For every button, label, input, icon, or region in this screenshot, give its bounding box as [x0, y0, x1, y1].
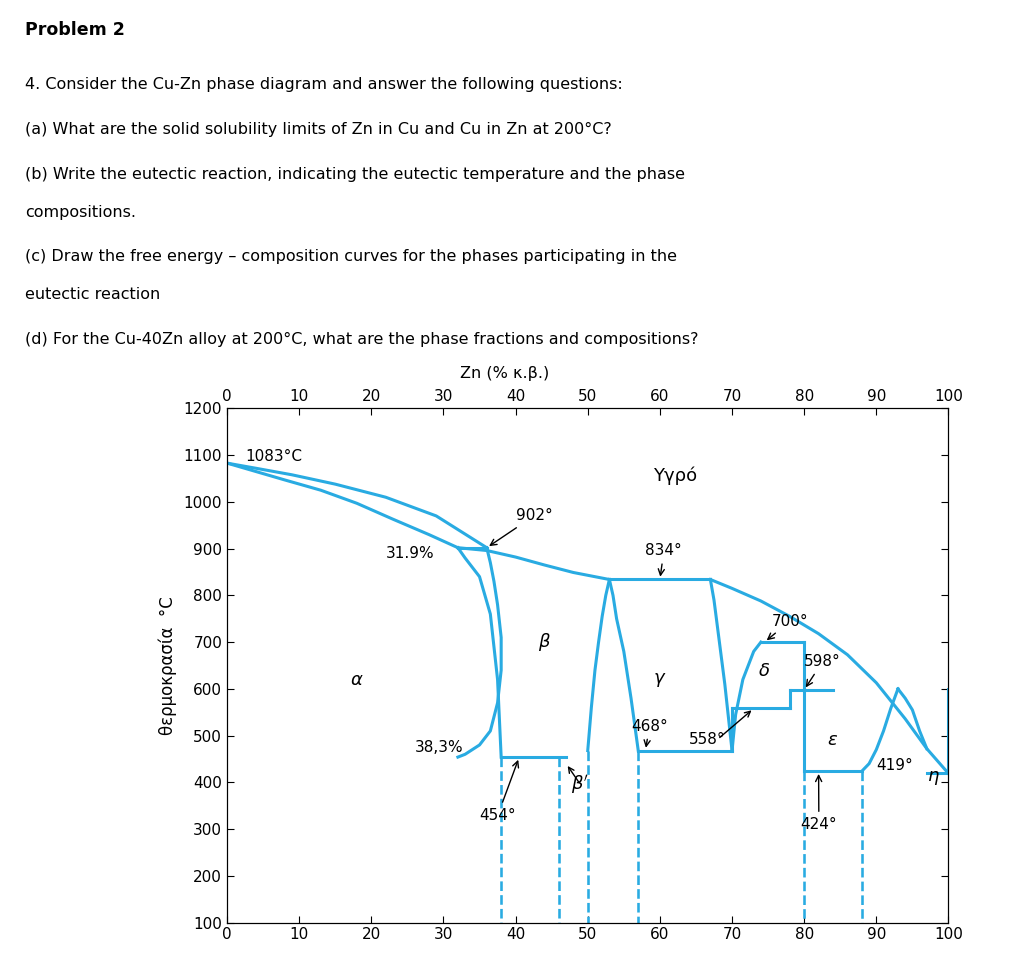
- Text: 454°: 454°: [479, 761, 519, 823]
- Text: $\beta$: $\beta$: [538, 631, 551, 653]
- Text: 419°: 419°: [876, 758, 913, 774]
- Text: (c) Draw the free energy – composition curves for the phases participating in th: (c) Draw the free energy – composition c…: [25, 250, 677, 264]
- Text: 558°: 558°: [689, 732, 725, 747]
- Text: 598°: 598°: [804, 654, 840, 686]
- Y-axis label: θερμοκρασία  °C: θερμοκρασία °C: [158, 596, 177, 735]
- Text: 468°: 468°: [631, 719, 668, 747]
- Text: 4. Consider the Cu-Zn phase diagram and answer the following questions:: 4. Consider the Cu-Zn phase diagram and …: [25, 77, 623, 92]
- Text: $\beta'$: $\beta'$: [571, 774, 589, 796]
- Text: $\varepsilon$: $\varepsilon$: [827, 731, 838, 750]
- Text: 834°: 834°: [646, 544, 682, 576]
- Text: 700°: 700°: [768, 613, 808, 639]
- Text: $\delta$: $\delta$: [759, 662, 771, 680]
- Text: Zn (% κ.β.): Zn (% κ.β.): [460, 365, 549, 381]
- Text: 1083°C: 1083°C: [245, 449, 302, 464]
- Text: (d) For the Cu-40Zn alloy at 200°C, what are the phase fractions and composition: (d) For the Cu-40Zn alloy at 200°C, what…: [25, 332, 698, 347]
- Text: Problem 2: Problem 2: [25, 21, 125, 38]
- Text: 38,3%: 38,3%: [415, 740, 463, 754]
- Text: (b) Write the eutectic reaction, indicating the eutectic temperature and the pha: (b) Write the eutectic reaction, indicat…: [25, 167, 685, 182]
- Text: eutectic reaction: eutectic reaction: [25, 287, 160, 302]
- Text: compositions.: compositions.: [25, 205, 136, 219]
- Text: $\alpha$: $\alpha$: [350, 671, 363, 688]
- Text: Υγρό: Υγρό: [653, 467, 697, 485]
- Text: 424°: 424°: [800, 776, 837, 832]
- Text: 31.9%: 31.9%: [385, 546, 434, 561]
- Text: 902°: 902°: [490, 508, 552, 545]
- Text: $\gamma$: $\gamma$: [653, 671, 667, 688]
- Text: $\eta$: $\eta$: [927, 769, 939, 787]
- Text: (a) What are the solid solubility limits of Zn in Cu and Cu in Zn at 200°C?: (a) What are the solid solubility limits…: [25, 122, 611, 137]
